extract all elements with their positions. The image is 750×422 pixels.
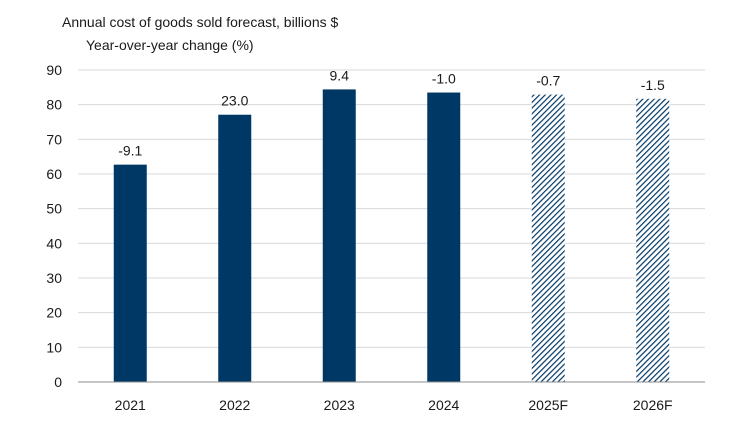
bars bbox=[113, 89, 670, 383]
y-tick-label: 80 bbox=[46, 97, 62, 113]
y-tick-label: 90 bbox=[46, 62, 62, 78]
x-tick-label: 2022 bbox=[219, 397, 250, 413]
bar-2021 bbox=[113, 164, 147, 382]
bar-2023 bbox=[322, 89, 356, 382]
y-tick-label: 30 bbox=[46, 270, 62, 286]
y-tick-label: 60 bbox=[46, 166, 62, 182]
data-label: -1.5 bbox=[641, 77, 665, 93]
data-labels: -9.1 23.0 9.4 -1.0 -0.7 -1.5 bbox=[118, 67, 665, 158]
data-label: 9.4 bbox=[330, 67, 350, 83]
y-tick-label: 10 bbox=[46, 339, 62, 355]
y-tick-label: 70 bbox=[46, 131, 62, 147]
bar-2025F bbox=[531, 94, 565, 382]
data-label: 23.0 bbox=[221, 93, 248, 109]
y-tick-label: 50 bbox=[46, 201, 62, 217]
bar-2024 bbox=[427, 92, 461, 383]
x-tick-label: 2021 bbox=[115, 397, 146, 413]
bar-2022 bbox=[218, 114, 252, 382]
y-tick-label: 40 bbox=[46, 235, 62, 251]
data-label: -9.1 bbox=[118, 143, 142, 159]
bar-2026F bbox=[636, 98, 670, 383]
x-tick-label: 2025F bbox=[528, 397, 568, 413]
x-axis-ticks: 2021 2022 2023 2024 2025F 2026F bbox=[115, 397, 673, 413]
y-tick-label: 20 bbox=[46, 305, 62, 321]
y-axis-ticks: 0 10 20 30 40 50 60 70 80 90 bbox=[46, 62, 62, 390]
chart-title: Annual cost of goods sold forecast, bill… bbox=[62, 14, 338, 30]
x-tick-label: 2024 bbox=[428, 397, 459, 413]
x-tick-label: 2023 bbox=[324, 397, 355, 413]
y-tick-label: 0 bbox=[54, 374, 62, 390]
data-label: -1.0 bbox=[432, 71, 456, 87]
chart-subtitle: Year-over-year change (%) bbox=[86, 37, 254, 53]
data-label: -0.7 bbox=[536, 73, 560, 89]
gridlines bbox=[78, 69, 705, 348]
x-tick-label: 2026F bbox=[633, 397, 673, 413]
